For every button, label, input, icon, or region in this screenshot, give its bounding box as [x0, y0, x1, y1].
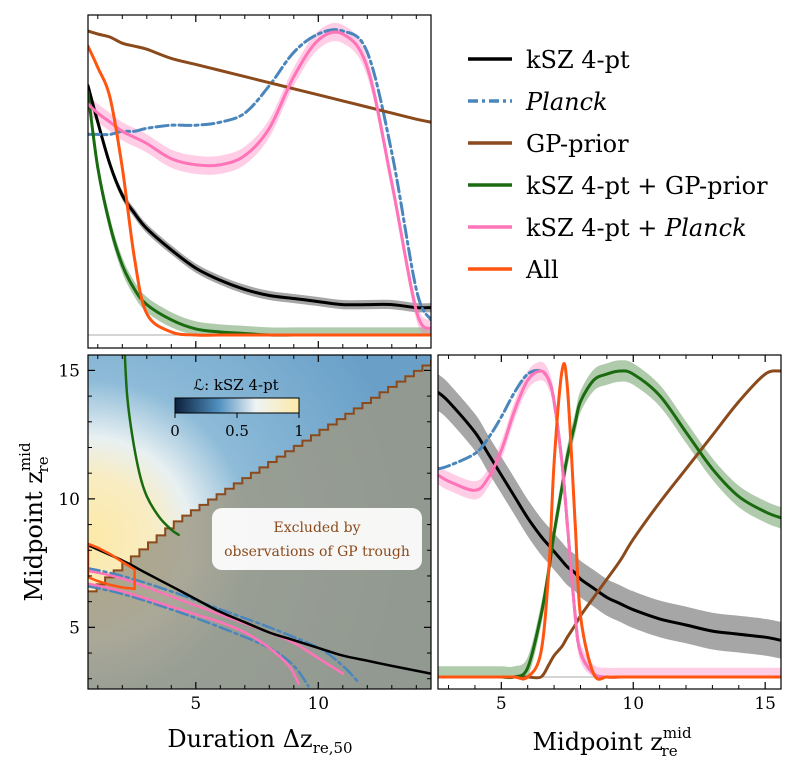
legend-label-italic: Planck	[525, 88, 608, 116]
legend-label-gp: GP-prior	[526, 130, 629, 158]
legend-label-text: All	[525, 256, 559, 284]
top-all-line	[88, 44, 431, 337]
annotation-line-2: observations of GP trough	[224, 544, 410, 560]
top-gp-line	[88, 29, 431, 124]
duration-label: Duration Δz	[167, 725, 312, 753]
legend-label-all: All	[525, 256, 559, 284]
legend-label-ksz_gp: kSZ 4-pt + GP-prior	[526, 172, 768, 200]
top-panel-curves	[88, 22, 431, 337]
annotation-line-1: Excluded by	[274, 520, 361, 536]
duration-label-sub: re,50	[313, 739, 353, 757]
midpoint-x-label: Midpoint z	[532, 728, 662, 756]
colorbar-tick-label: 0	[170, 422, 180, 440]
planck-contour-0	[88, 566, 359, 683]
midpoint-x-label-sub: re	[662, 742, 678, 760]
legend-label-ksz: kSZ 4-pt	[526, 46, 630, 74]
midpoint-x-label-sup: mid	[663, 724, 692, 742]
right-x-axis-title: Midpoint zmid re	[532, 724, 692, 760]
legend-label-text: kSZ 4-pt	[526, 46, 630, 74]
legend-label-ksz_planck: kSZ 4-pt + Planck	[526, 214, 747, 242]
joint-ytick-label: 10	[58, 490, 80, 510]
legend-label-text: kSZ 4-pt +	[526, 214, 665, 242]
colorbar-tick-label: 0.5	[225, 422, 249, 440]
right-panel-frame	[437, 354, 782, 690]
svg-text:Midpoint zmidre: Midpoint zmidre	[532, 724, 692, 760]
top-panel-frame	[87, 14, 432, 349]
right-ksz_gp-band	[438, 360, 781, 681]
top-panel-ticks	[97, 15, 417, 348]
all-contour	[88, 542, 136, 591]
ksz-planck-contour-1	[88, 582, 300, 686]
right-ksz-band	[438, 374, 781, 659]
midpoint-y-label: Midpoint z	[20, 471, 48, 601]
right-xtick-label: 5	[496, 694, 507, 714]
legend: kSZ 4-pt Planck GP-prior kSZ 4-pt + GP-prio…	[468, 46, 768, 284]
ksz-contour	[88, 543, 431, 675]
svg-text:Duration Δzre,50: Duration Δzre,50	[167, 725, 352, 757]
top-ksz-band	[88, 81, 431, 313]
ksz-gp-contour	[123, 355, 180, 537]
joint-panel-frame	[87, 354, 432, 690]
colorbar-ticks: 0 0.5 1	[170, 413, 304, 440]
legend-label-text: GP-prior	[526, 130, 629, 158]
right-xtick-label: 15	[754, 694, 776, 714]
midpoint-y-label-sub: re	[34, 456, 52, 472]
colorbar-gradient	[174, 397, 300, 414]
top-ksz-line	[88, 84, 431, 310]
right-xtick-label: 10	[622, 694, 644, 714]
annotation-box	[212, 508, 422, 570]
right-panel-ticks: 5 10 15	[448, 355, 776, 714]
colorbar: ℒ: kSZ 4-pt 0 0.5 1	[170, 376, 304, 440]
excluded-annotation: Excluded by observations of GP trough	[212, 508, 422, 570]
joint-xtick-label: 5	[190, 694, 201, 714]
joint-xtick-label: 10	[307, 694, 329, 714]
joint-x-axis-title: Duration Δzre,50	[167, 725, 352, 757]
joint-ytick-label: 5	[69, 618, 80, 638]
colorbar-title: ℒ: kSZ 4-pt	[193, 376, 278, 394]
gp-boundary-staircase	[88, 360, 431, 593]
planck-contour-1	[88, 584, 310, 688]
joint-ytick-label: 15	[58, 361, 80, 381]
right-panel: 5 10 15	[437, 354, 782, 714]
legend-label-text: kSZ 4-pt + GP-prior	[526, 172, 768, 200]
legend-label-italic: Planck	[664, 214, 747, 242]
legend-label-planck: Planck	[525, 88, 608, 116]
midpoint-y-label-sup: mid	[16, 442, 34, 471]
joint-y-axis-title: Midpoint zmidre	[16, 442, 52, 602]
right-all-line	[438, 362, 781, 681]
colorbar-tick-label: 1	[294, 422, 304, 440]
top-panel	[87, 14, 432, 349]
top-ksz_planck-line	[88, 30, 431, 331]
right-panel-curves	[438, 360, 781, 681]
svg-text:Midpoint zmidre: Midpoint zmidre	[16, 442, 52, 602]
